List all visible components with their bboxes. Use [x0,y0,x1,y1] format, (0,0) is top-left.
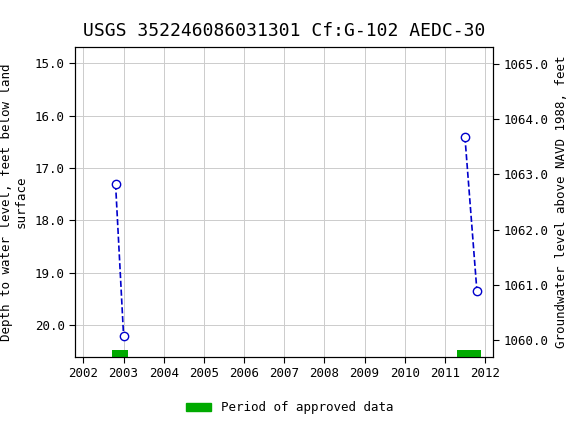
Legend: Period of approved data: Period of approved data [181,396,399,419]
Y-axis label: Groundwater level above NAVD 1988, feet: Groundwater level above NAVD 1988, feet [556,56,568,348]
Bar [457,350,481,359]
Bar [111,350,128,359]
Text: █USGS: █USGS [17,8,76,31]
Y-axis label: Depth to water level, feet below land
surface: Depth to water level, feet below land su… [0,63,28,341]
Title: USGS 352246086031301 Cf:G-102 AEDC-30: USGS 352246086031301 Cf:G-102 AEDC-30 [83,22,485,40]
